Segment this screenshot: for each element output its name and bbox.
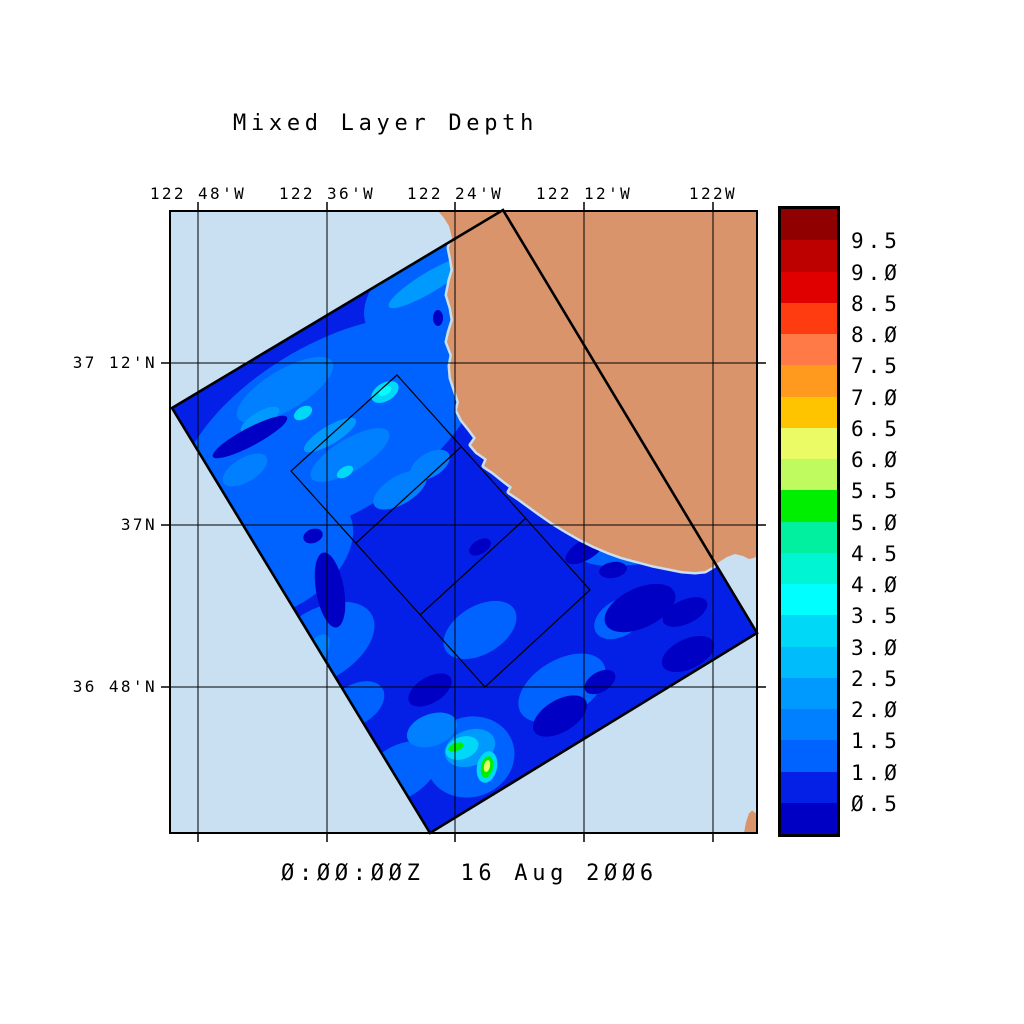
colorbar-tick-label: 4.5 (851, 541, 901, 566)
land-polygon (438, 211, 757, 572)
colorbar-tick-label: 1.Ø (851, 760, 901, 785)
colorbar-segment (781, 209, 837, 241)
colorbar-tick-label: 8.Ø (851, 323, 901, 347)
contour-blob (373, 470, 427, 510)
contour-blob (584, 669, 616, 695)
left-axis-label: 37N (120, 515, 157, 534)
colorbar-segment (781, 334, 837, 366)
colorbar-tick-label: 9.Ø (851, 260, 901, 285)
top-axis-label: 122 12'W (535, 184, 633, 203)
contour-blob (604, 583, 676, 633)
contour-blob (483, 760, 491, 772)
contour-blob (240, 406, 280, 434)
left-axis-label: 36 48'N (72, 677, 157, 696)
contour-blob (532, 695, 588, 737)
axis-ticks (161, 202, 766, 842)
colorbar-segment (781, 271, 837, 303)
contour-blob (303, 528, 323, 544)
nested-domain-box (290, 374, 591, 688)
colorbar-tick-label: 7.Ø (851, 385, 901, 410)
contour-blob (406, 712, 458, 748)
colorbar-segment (781, 365, 837, 397)
contour-blob (314, 552, 346, 628)
colorbar-tick-label: 7.5 (851, 354, 901, 379)
timestamp-label: Ø:ØØ:ØØZ 16 Aug 2ØØ6 (281, 861, 658, 886)
colorbar-segment (781, 709, 837, 741)
page-title: Mixed Layer Depth (233, 111, 539, 136)
colorbar-tick-label: 2.5 (851, 666, 901, 691)
contour-blob (212, 415, 288, 459)
contour-blob (443, 600, 517, 660)
colorbar-tick-label: 9.5 (851, 229, 901, 254)
colorbar (778, 206, 840, 837)
contour-blob (293, 405, 313, 421)
top-axis-label: 122 48'W (149, 184, 247, 203)
plot-frame (169, 210, 758, 834)
top-axis-label: 122W (688, 184, 738, 203)
left-axis-label: 37 12'N (72, 353, 157, 372)
contour-blob (662, 597, 708, 627)
contour-blob (410, 449, 450, 481)
colorbar-tick-label: 5.Ø (851, 510, 901, 535)
contour-blob (408, 673, 452, 707)
contour-blob (448, 742, 464, 752)
colorbar-segment (781, 396, 837, 428)
contour-blob (469, 538, 491, 556)
colorbar-segment (781, 521, 837, 553)
contour-blob (336, 465, 354, 479)
colorbar-segment (781, 302, 837, 334)
colorbar-tick-label: 8.5 (851, 291, 901, 316)
colorbar-tick-label: 6.5 (851, 416, 901, 441)
colorbar-segment (781, 552, 837, 584)
colorbar-segment (781, 615, 837, 647)
colorbar-tick-label: 6.Ø (851, 448, 901, 472)
colorbar-segment (781, 740, 837, 772)
colorbar-segment (781, 459, 837, 491)
top-axis-label: 122 24'W (406, 184, 504, 203)
colorbar-segment (781, 771, 837, 803)
contour-blob (222, 453, 268, 487)
contour-blob (599, 561, 627, 579)
colorbar-tick-label: 1.5 (851, 729, 901, 754)
colorbar-tick-label: 3.5 (851, 604, 901, 629)
top-axis-label: 122 36'W (278, 184, 376, 203)
colorbar-segment (781, 490, 837, 522)
colorbar-tick-label: 3.Ø (851, 635, 901, 660)
colorbar-segment (781, 584, 837, 616)
colorbar-tick-label: 4.Ø (851, 573, 901, 597)
colorbar-segment (781, 240, 837, 272)
colorbar-segment (781, 646, 837, 678)
colorbar-segment (781, 802, 837, 834)
contour-blob (310, 428, 390, 482)
colorbar-tick-label: Ø.5 (851, 791, 901, 816)
colorbar-tick-label: 5.5 (851, 479, 901, 504)
contour-blob (661, 635, 715, 673)
contour-blob (433, 310, 443, 326)
colorbar-segment (781, 677, 837, 709)
colorbar-segment (781, 427, 837, 459)
colorbar-tick-label: 2.Ø (851, 698, 901, 722)
contour-blob (236, 356, 334, 424)
